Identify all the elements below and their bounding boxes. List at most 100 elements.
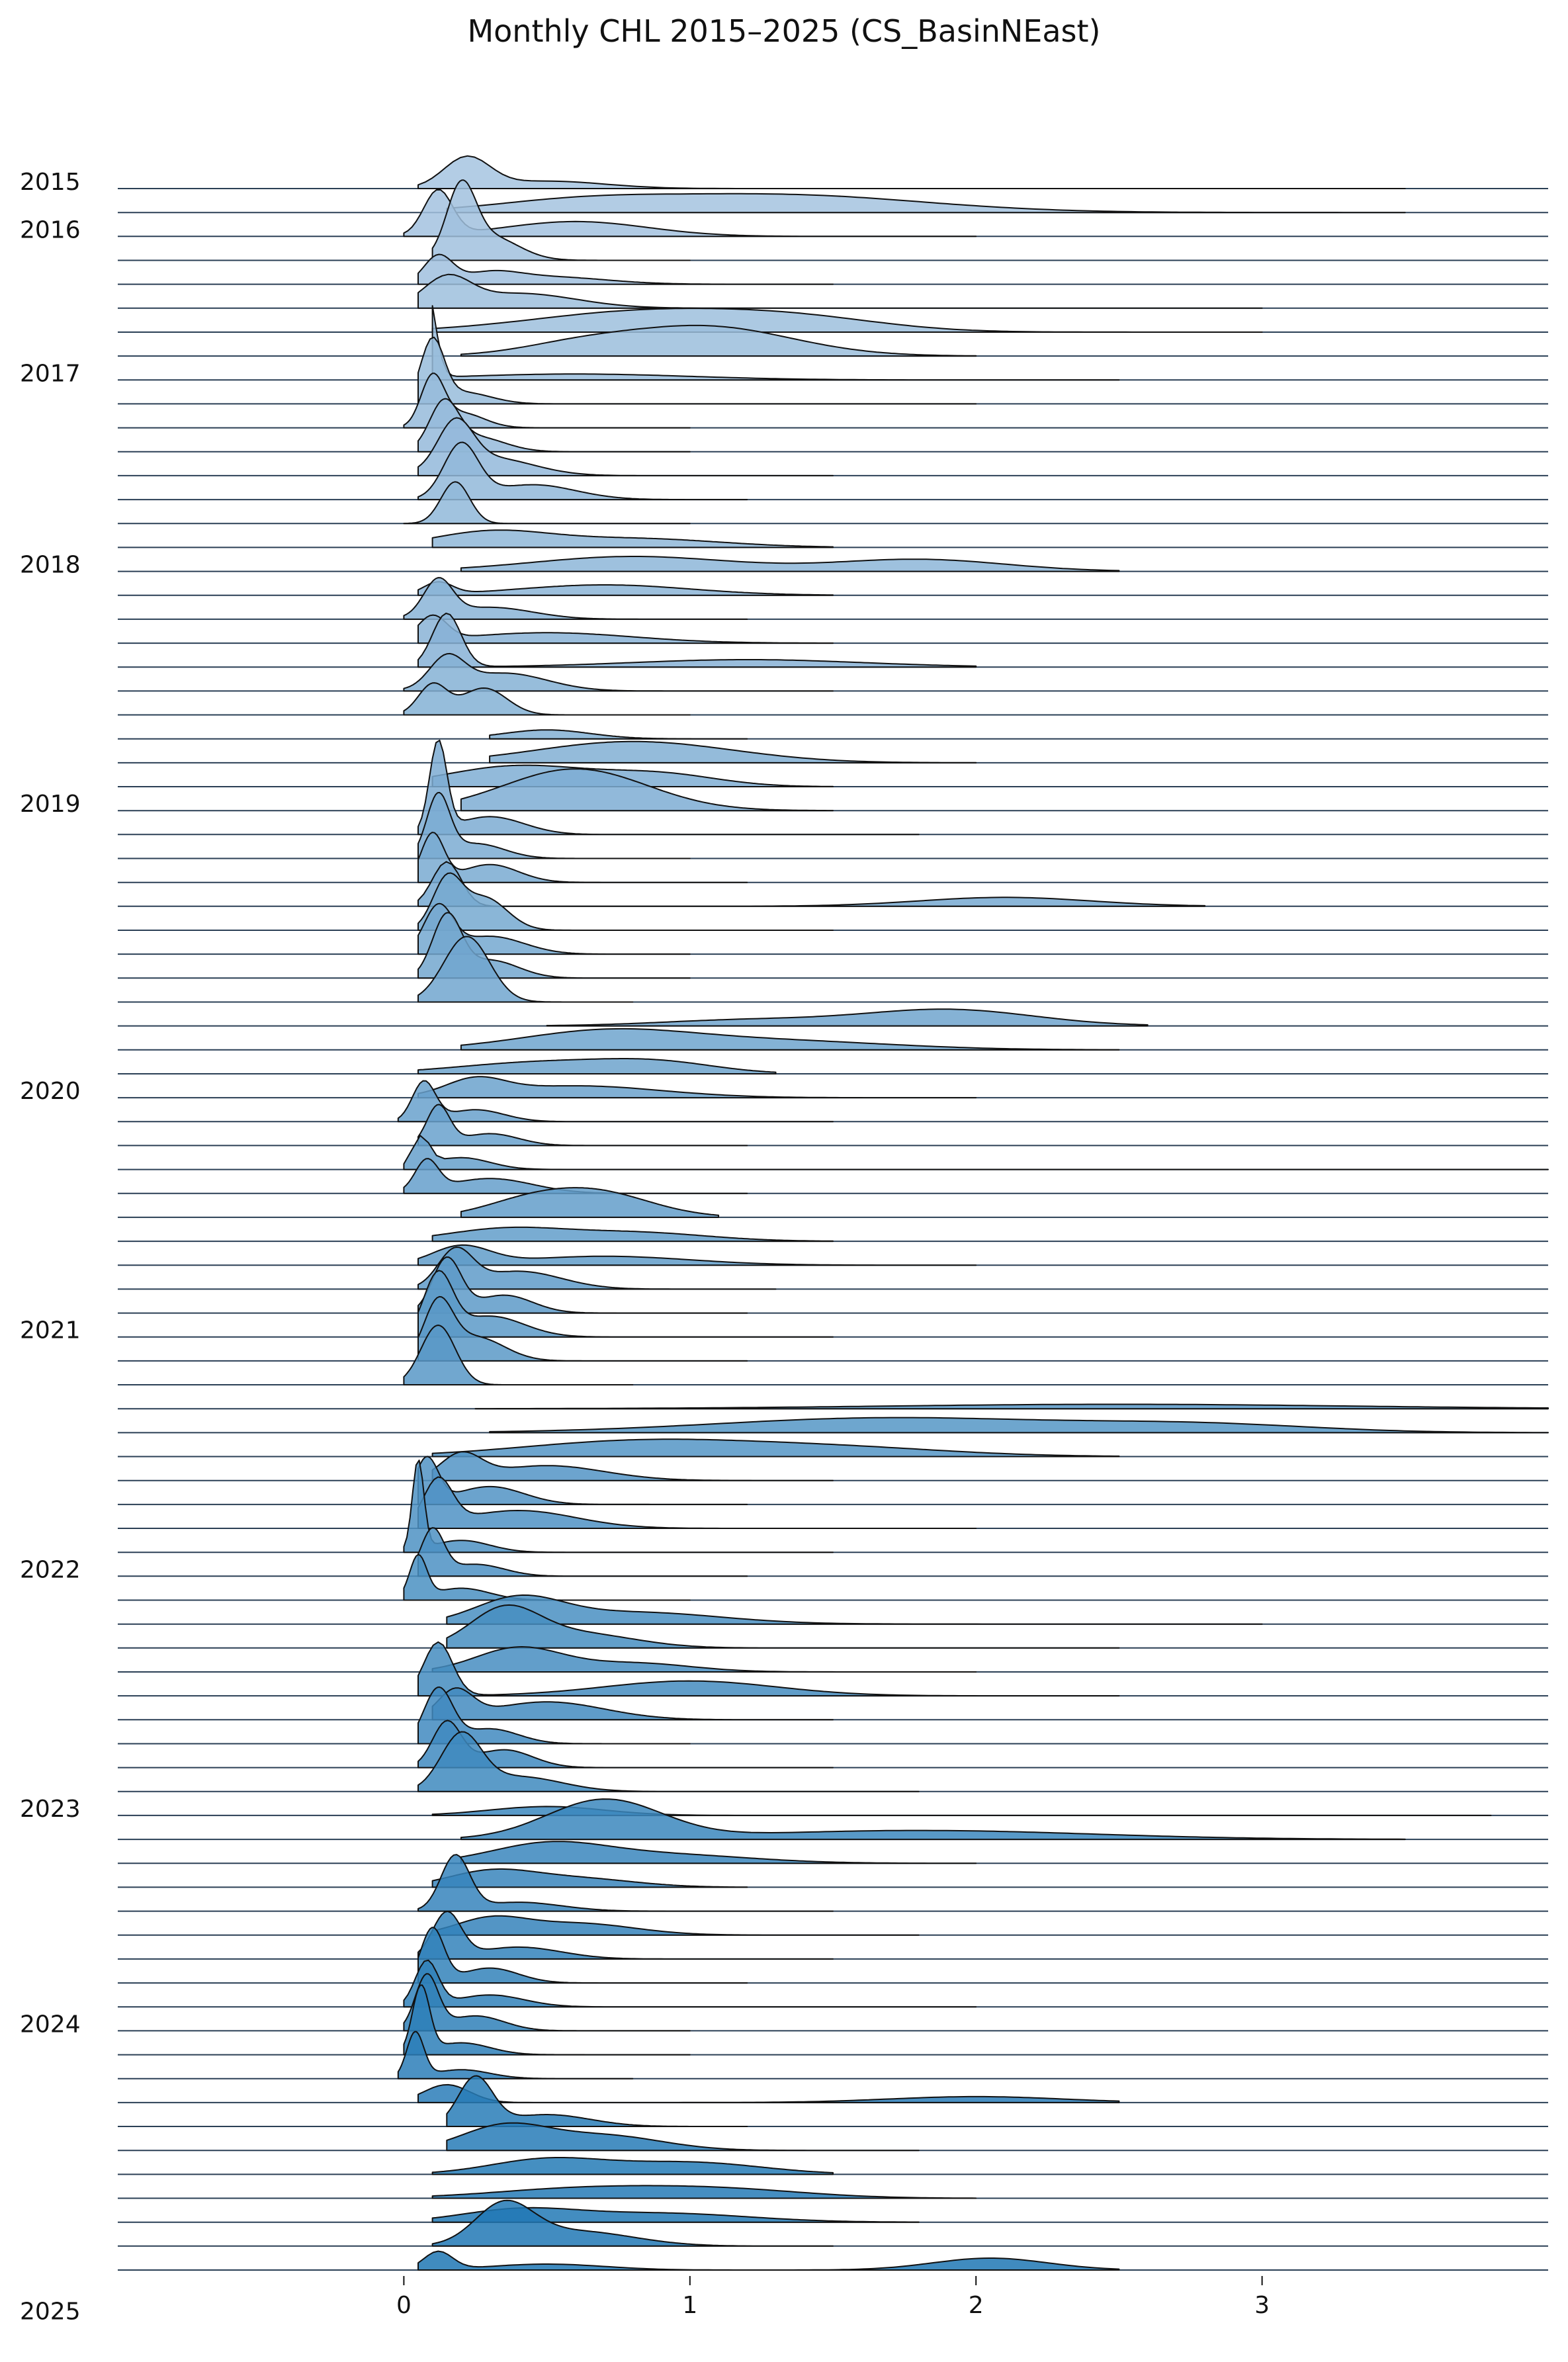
ridge-42 <box>118 1135 1549 1170</box>
ridge-density-area <box>417 832 748 883</box>
ridge-density-area <box>417 1476 977 1529</box>
ridge-density-area <box>417 581 834 596</box>
ridge-density-area <box>489 740 977 764</box>
ridge-density-area <box>403 1959 977 2008</box>
ridge-density-area <box>417 1104 748 1147</box>
ridge-density-area <box>431 2199 834 2247</box>
ridge-62 <box>118 1604 1548 1649</box>
ridge-density-area <box>431 2157 834 2175</box>
x-tick-label: 1 <box>682 2292 697 2319</box>
ridge-density-area <box>417 1927 748 1984</box>
ridge-density-area <box>431 1868 748 1888</box>
year-label-2017: 2017 <box>20 360 81 387</box>
ridge-15 <box>118 481 1548 525</box>
ridge-19 <box>118 577 1548 620</box>
ridge-72 <box>118 1868 1548 1888</box>
ridge-86 <box>118 2207 1548 2223</box>
ridge-density-area <box>446 1594 1263 1625</box>
ridge-55 <box>118 1451 1548 1481</box>
ridge-density-area <box>403 1984 691 2056</box>
ridge-75 <box>118 1910 1548 1960</box>
ridge-69 <box>118 1806 1548 1816</box>
ridge-density-area <box>460 1841 977 1864</box>
ridge-density-area <box>431 1646 977 1673</box>
ridge-density-area <box>417 398 691 453</box>
ridge-density-area <box>431 2185 977 2199</box>
ridge-density-area <box>417 902 691 955</box>
year-label-2021: 2021 <box>20 1317 81 1344</box>
ridge-density-area <box>489 1417 1549 1434</box>
ridge-84 <box>118 2157 1548 2175</box>
year-label-2023: 2023 <box>20 1796 81 1823</box>
ridge-60 <box>118 1553 1548 1601</box>
ridge-density-area <box>403 682 691 716</box>
ridge-14 <box>118 441 1548 501</box>
ridge-20 <box>118 614 1548 644</box>
ridge-density-area <box>417 2083 1120 2103</box>
ridge-76 <box>118 1927 1548 1984</box>
ridge-density-area <box>417 336 977 405</box>
ridge-density-area <box>446 193 1406 214</box>
ridge-34 <box>118 912 1548 979</box>
year-label-group: 2015 2016 2017 2018 2019 2020 2021 2022 2023 2024… <box>20 169 81 2325</box>
ridge-21 <box>118 613 1548 668</box>
x-tick-label: 2 <box>969 2292 984 2319</box>
ridge-density-area <box>460 1187 719 1218</box>
ridge-25 <box>118 740 1548 764</box>
ridge-density-area <box>460 556 1120 572</box>
chart-title: Monthly CHL 2015–2025 (CS_BasinNEast) <box>467 13 1101 49</box>
ridge-density-area <box>417 155 1406 189</box>
ridge-density-area <box>446 2122 920 2152</box>
ridge-43 <box>118 1158 1548 1194</box>
year-label-2022: 2022 <box>20 1556 81 1583</box>
ridge-41 <box>118 1104 1548 1147</box>
ridge-71 <box>118 1841 1548 1864</box>
ridge-density-area <box>417 1641 1120 1697</box>
year-label-2020: 2020 <box>20 1078 81 1105</box>
ridge-density-area <box>460 324 977 357</box>
ridge-30 <box>118 832 1548 883</box>
ridge-density-area <box>417 1256 748 1314</box>
x-axis: 0 1 2 3 <box>396 2276 1270 2319</box>
ridge-70 <box>118 1798 1548 1841</box>
ridge-74 <box>118 1915 1548 1936</box>
ridge-47 <box>118 1247 1548 1290</box>
ridge-82 <box>118 2075 1548 2127</box>
ridge-53 <box>118 1417 1549 1434</box>
ridge-density-area <box>417 613 977 668</box>
ridge-8 <box>118 324 1548 357</box>
year-label-2015: 2015 <box>20 169 81 196</box>
ridge-27 <box>118 768 1548 812</box>
ridge-78 <box>118 1973 1548 2032</box>
ridge-26 <box>118 764 1548 787</box>
ridge-density-area <box>417 273 1263 309</box>
ridge-18 <box>118 581 1548 596</box>
ridge-38 <box>118 1058 1548 1074</box>
ridge-87 <box>118 2199 1548 2247</box>
ridge-66 <box>118 1686 1548 1745</box>
ridge-density-area <box>546 1008 1149 1027</box>
ridge-density-area <box>417 1686 691 1745</box>
ridge-density-area <box>431 1451 834 1481</box>
ridge-density-area <box>431 1915 920 1936</box>
ridge-1 <box>118 155 1548 189</box>
ridge-49 <box>118 1270 1548 1338</box>
year-label-2016: 2016 <box>20 216 81 243</box>
ridge-83 <box>118 2122 1548 2152</box>
year-label-2024: 2024 <box>20 2011 81 2038</box>
year-label-2019: 2019 <box>20 791 81 818</box>
ridge-64 <box>118 1641 1548 1697</box>
ridge-61 <box>118 1594 1548 1625</box>
ridge-density-area <box>417 936 634 1003</box>
ridge-density-area <box>460 1028 1120 1051</box>
ridge-density-area <box>489 729 748 740</box>
ridge-79 <box>118 1984 1548 2056</box>
ridge-density-area <box>403 1325 634 1385</box>
ridge-density-area <box>403 1973 691 2032</box>
ridge-35 <box>118 936 1548 1003</box>
ridge-density-area <box>417 1244 977 1266</box>
ridge-51 <box>118 1325 1548 1385</box>
ridge-65 <box>118 1687 1548 1721</box>
ridge-28 <box>118 739 1548 836</box>
